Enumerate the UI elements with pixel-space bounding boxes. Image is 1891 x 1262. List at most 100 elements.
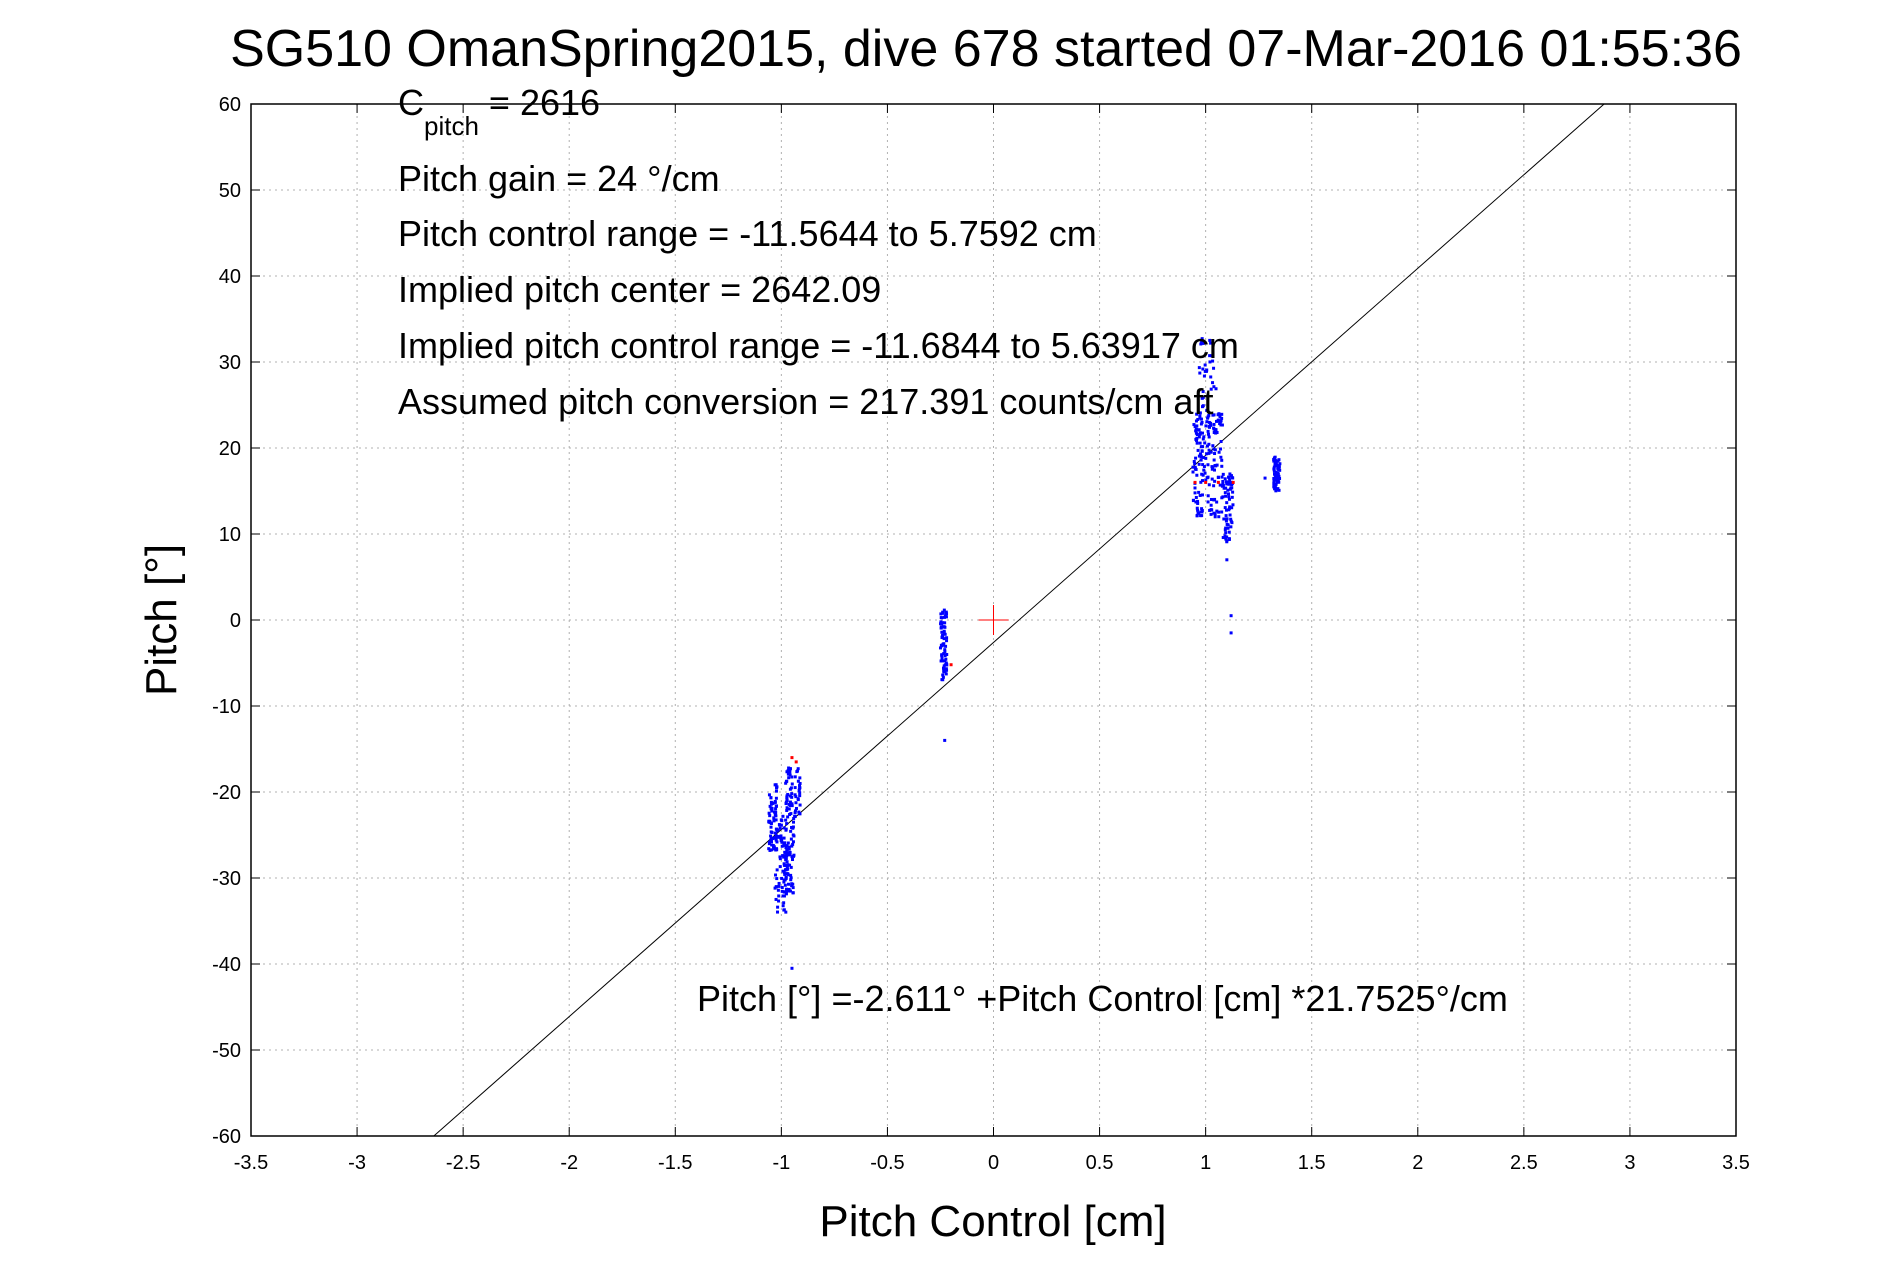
data-point [1212,426,1216,430]
data-point [1196,499,1200,503]
data-point [783,890,787,894]
data-point [1227,492,1231,496]
data-point [941,666,945,670]
data-point [798,803,802,807]
data-point [1212,511,1216,515]
data-point [1272,481,1276,485]
data-point [1213,428,1217,432]
data-point [1217,450,1221,454]
data-point [1205,420,1209,424]
data-point [1201,437,1205,441]
data-point [1203,441,1207,445]
data-point [779,834,783,838]
data-point [789,865,793,869]
data-point [1195,412,1199,416]
data-point [788,850,792,854]
data-point [944,657,948,661]
data-point [784,780,788,784]
data-point [1200,396,1204,400]
data-point [774,838,778,842]
data-point [1200,493,1204,497]
data-point [1203,363,1207,367]
data-point [794,760,798,764]
data-point [793,775,797,779]
data-point [1215,430,1219,434]
data-point [1226,526,1230,530]
data-point [1222,486,1226,490]
data-point [1198,452,1202,456]
data-point [1200,337,1204,341]
data-point [944,644,948,648]
data-point [1193,480,1197,484]
data-point [1196,448,1200,452]
data-point [1213,497,1217,501]
data-point [1209,512,1213,516]
fit-equation-annotation: Pitch [°] =-2.611° +Pitch Control [cm] *… [697,978,1508,1019]
data-point [792,853,796,857]
data-point [779,818,783,822]
data-point [1263,476,1267,480]
data-point [784,800,788,804]
c-pitch-annotation: Cpitch = 2616 [398,82,600,141]
grid [251,104,1736,1136]
data-point [1229,631,1233,635]
data-point [779,823,783,827]
data-point [782,855,786,859]
data-point [1224,514,1228,518]
data-point [1197,490,1201,494]
data-point [1193,425,1197,429]
data-point [1209,503,1213,507]
data-point [941,633,945,637]
data-point [1220,475,1224,479]
data-point [783,863,787,867]
data-point [1211,466,1215,470]
data-point [1275,480,1279,484]
data-point [941,621,945,625]
data-point [1199,454,1203,458]
data-point [944,667,948,671]
data-point [772,819,776,823]
data-point [942,668,946,672]
data-point [943,659,947,663]
data-point [941,673,945,677]
data-point [798,781,802,785]
data-point [780,840,784,844]
data-point [1274,476,1278,480]
data-point [774,818,778,822]
data-point [1200,510,1204,514]
data-point [789,878,793,882]
data-point [1276,487,1280,491]
data-point [777,899,781,903]
y-tick-label: -40 [212,954,241,976]
data-point [772,816,776,820]
data-point [786,772,790,776]
data-point [1274,470,1278,474]
data-point [798,776,802,780]
data-point [1218,422,1222,426]
data-point [1214,387,1218,391]
data-point [1273,459,1277,463]
data-point [1274,473,1278,477]
data-point [1276,472,1280,476]
data-point [789,873,793,877]
data-point [1215,500,1219,504]
data-point [1203,471,1207,475]
data-point [790,782,794,786]
data-point [940,635,944,639]
data-point [1198,411,1202,415]
data-point [773,886,777,890]
y-tick-label: 10 [219,524,241,546]
data-point [1198,371,1202,375]
data-point [1198,431,1202,435]
data-point [1209,387,1213,391]
data-point [793,793,797,797]
data-point [778,857,782,861]
data-point [790,802,794,806]
data-point [782,880,786,884]
data-point [1198,493,1202,497]
data-point [774,873,778,877]
data-point [789,876,793,880]
data-point [1209,341,1213,345]
data-point [1223,536,1227,540]
data-point [1206,494,1210,498]
